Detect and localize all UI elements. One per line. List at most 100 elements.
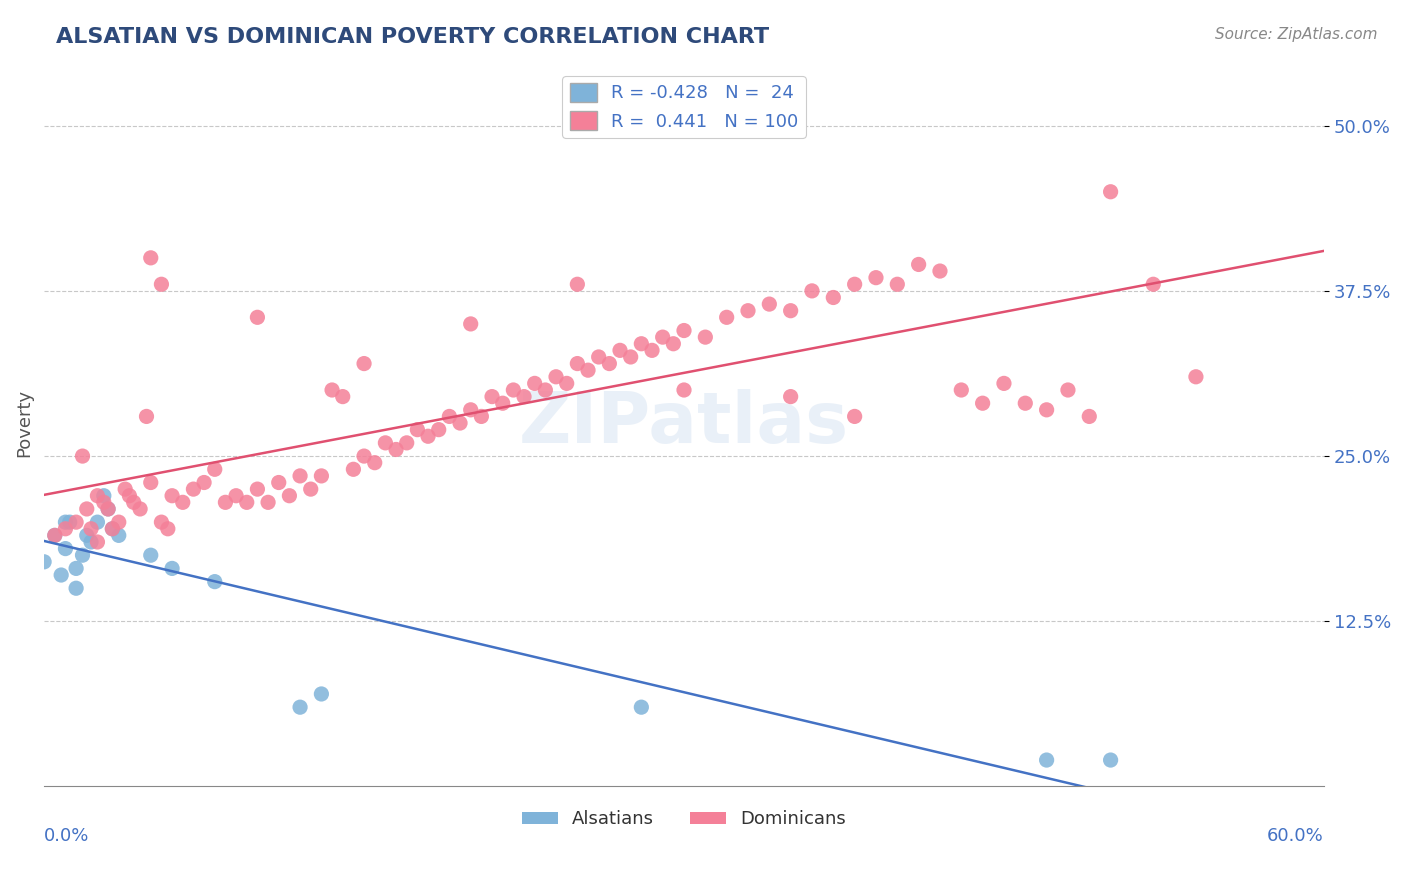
- Point: [641, 343, 664, 358]
- Point: [502, 383, 524, 397]
- Point: [160, 561, 183, 575]
- Point: [460, 317, 482, 331]
- Point: [907, 257, 929, 271]
- Point: [193, 475, 215, 490]
- Point: [492, 396, 515, 410]
- Point: [150, 515, 173, 529]
- Point: [246, 482, 269, 496]
- Point: [235, 495, 257, 509]
- Point: [288, 700, 311, 714]
- Point: [332, 390, 354, 404]
- Point: [385, 442, 408, 457]
- Point: [214, 495, 236, 509]
- Point: [460, 402, 482, 417]
- Point: [555, 376, 578, 391]
- Point: [1035, 402, 1057, 417]
- Point: [1142, 277, 1164, 292]
- Point: [76, 502, 98, 516]
- Point: [86, 535, 108, 549]
- Point: [534, 383, 557, 397]
- Point: [801, 284, 824, 298]
- Point: [118, 489, 141, 503]
- Point: [823, 291, 845, 305]
- Point: [779, 303, 801, 318]
- Point: [395, 435, 418, 450]
- Point: [122, 495, 145, 509]
- Point: [844, 277, 866, 292]
- Point: [97, 502, 120, 516]
- Point: [257, 495, 280, 509]
- Point: [311, 469, 333, 483]
- Point: [439, 409, 461, 424]
- Point: [204, 574, 226, 589]
- Point: [267, 475, 290, 490]
- Point: [44, 528, 66, 542]
- Point: [246, 310, 269, 325]
- Point: [156, 522, 179, 536]
- Point: [353, 357, 375, 371]
- Text: ZIPatlas: ZIPatlas: [519, 389, 849, 458]
- Point: [544, 369, 567, 384]
- Point: [758, 297, 780, 311]
- Point: [65, 561, 87, 575]
- Y-axis label: Poverty: Poverty: [15, 389, 32, 457]
- Point: [972, 396, 994, 410]
- Point: [672, 383, 695, 397]
- Point: [470, 409, 492, 424]
- Point: [993, 376, 1015, 391]
- Point: [86, 515, 108, 529]
- Point: [55, 515, 77, 529]
- Point: [353, 449, 375, 463]
- Point: [101, 522, 124, 536]
- Point: [86, 489, 108, 503]
- Point: [513, 390, 536, 404]
- Point: [1099, 185, 1122, 199]
- Point: [107, 528, 129, 542]
- Point: [55, 522, 77, 536]
- Point: [139, 475, 162, 490]
- Point: [567, 357, 589, 371]
- Point: [620, 350, 643, 364]
- Point: [598, 357, 620, 371]
- Point: [364, 456, 387, 470]
- Point: [695, 330, 717, 344]
- Point: [1014, 396, 1036, 410]
- Point: [299, 482, 322, 496]
- Point: [737, 303, 759, 318]
- Point: [844, 409, 866, 424]
- Point: [288, 469, 311, 483]
- Point: [865, 270, 887, 285]
- Point: [406, 423, 429, 437]
- Legend: Alsatians, Dominicans: Alsatians, Dominicans: [515, 803, 853, 836]
- Point: [342, 462, 364, 476]
- Point: [93, 489, 115, 503]
- Point: [44, 528, 66, 542]
- Point: [651, 330, 673, 344]
- Point: [183, 482, 205, 496]
- Point: [449, 416, 471, 430]
- Point: [278, 489, 301, 503]
- Point: [172, 495, 194, 509]
- Point: [311, 687, 333, 701]
- Point: [716, 310, 738, 325]
- Point: [416, 429, 439, 443]
- Point: [59, 515, 82, 529]
- Point: [65, 581, 87, 595]
- Point: [1035, 753, 1057, 767]
- Text: Source: ZipAtlas.com: Source: ZipAtlas.com: [1215, 27, 1378, 42]
- Point: [1185, 369, 1208, 384]
- Point: [139, 548, 162, 562]
- Point: [101, 522, 124, 536]
- Point: [80, 535, 103, 549]
- Point: [1078, 409, 1101, 424]
- Text: 0.0%: 0.0%: [44, 827, 90, 845]
- Point: [950, 383, 973, 397]
- Point: [1057, 383, 1080, 397]
- Point: [65, 515, 87, 529]
- Point: [93, 495, 115, 509]
- Text: 60.0%: 60.0%: [1267, 827, 1324, 845]
- Point: [135, 409, 157, 424]
- Point: [523, 376, 546, 391]
- Point: [150, 277, 173, 292]
- Point: [51, 568, 73, 582]
